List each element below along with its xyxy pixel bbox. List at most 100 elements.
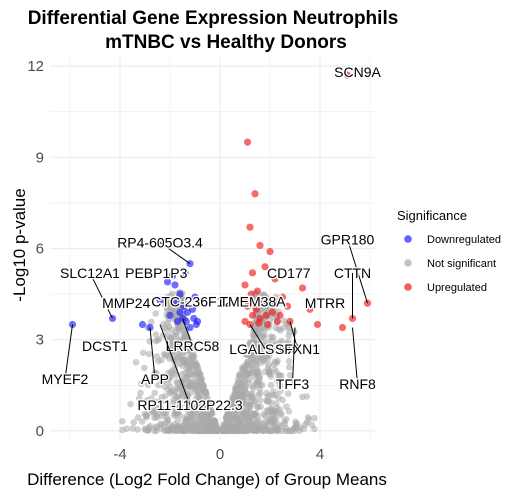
gene-label: DCST1 (82, 338, 128, 354)
data-point-not-significant (299, 393, 306, 401)
data-point-not-significant (256, 389, 264, 397)
data-point-not-significant (245, 351, 253, 359)
legend: Significance Downregulated Not significan… (397, 208, 501, 294)
legend-key (404, 283, 412, 291)
data-point-not-significant (155, 381, 162, 389)
data-point-not-significant (157, 398, 165, 406)
data-point-upregulated (273, 317, 282, 326)
data-point-not-significant (127, 400, 134, 408)
title-text: Differential Gene Expression Neutrophils (28, 8, 399, 29)
data-point-not-significant (155, 404, 163, 411)
data-point-not-significant (270, 344, 278, 352)
data-point-not-significant (250, 357, 257, 365)
data-point-not-significant (167, 369, 175, 377)
data-point-not-significant (305, 416, 312, 423)
gene-label: TMEM38A (219, 294, 286, 310)
annotation-leader-line (64, 324, 73, 380)
data-point-upregulated (283, 302, 292, 310)
gene-label: TFF3 (276, 376, 310, 392)
data-point-not-significant (263, 349, 271, 356)
y-axis-label: -Log10 p-value (10, 188, 29, 301)
annotation-leader-line (159, 324, 191, 406)
data-point-not-significant (167, 388, 175, 396)
data-point-not-significant (239, 417, 246, 425)
gene-label: LGALS3BP (229, 341, 301, 357)
data-point-downregulated (171, 281, 179, 289)
data-point-not-significant (165, 378, 172, 386)
y-tick-label: 3 (36, 332, 44, 349)
data-point-not-significant (164, 332, 172, 339)
x-axis-label: Difference (Log2 Fold Change) of Group M… (27, 470, 387, 489)
data-point-not-significant (196, 427, 204, 435)
data-point-not-significant (152, 331, 160, 338)
gene-label: SCN9A (334, 64, 381, 80)
data-point-upregulated (247, 290, 255, 298)
data-point-upregulated (262, 311, 270, 319)
data-point-not-significant (141, 364, 148, 372)
data-point-not-significant (187, 413, 195, 421)
data-point-not-significant (164, 293, 172, 300)
data-point-not-significant (184, 383, 192, 391)
data-point-downregulated (192, 320, 200, 329)
data-point-not-significant (261, 412, 269, 420)
data-point-not-significant (173, 378, 180, 385)
data-point-upregulated (258, 299, 267, 307)
data-point-not-significant (293, 424, 301, 432)
data-point-not-significant (139, 349, 147, 357)
data-point-upregulated (263, 320, 272, 329)
data-point-not-significant (245, 401, 253, 408)
data-point-not-significant (177, 426, 185, 434)
data-point-upregulated (278, 293, 287, 301)
data-point-not-significant (171, 409, 179, 416)
data-point-not-significant (143, 413, 150, 421)
data-point-not-significant (201, 412, 209, 420)
data-point-not-significant (130, 419, 138, 426)
subtitle-text: mTNBC vs Healthy Donors (105, 32, 347, 53)
data-point-not-significant (170, 399, 177, 407)
data-point-not-significant (269, 391, 277, 399)
data-point-not-significant (311, 414, 318, 422)
data-point-not-significant (251, 410, 258, 418)
data-point-not-significant (135, 395, 143, 402)
data-point-not-significant (276, 387, 284, 395)
data-point-not-significant (278, 337, 285, 345)
data-point-not-significant (280, 317, 288, 325)
data-point-not-significant (155, 357, 162, 365)
annotation-leader-line (347, 239, 368, 304)
data-point-not-significant (145, 350, 153, 358)
chart-title: Differential Gene Expression Neutrophils… (28, 8, 399, 53)
legend-item-label: Upregulated (427, 282, 487, 294)
data-point-upregulated (241, 281, 249, 289)
data-point-not-significant (202, 401, 210, 408)
data-point-not-significant (180, 345, 188, 352)
data-point-not-significant (283, 403, 290, 410)
gene-annotations: SCN9A RP4-605O3.4 GPR180 SLC12A1 PEBP1P3 CD17… (40, 63, 382, 414)
data-point-not-significant (231, 393, 238, 400)
data-point-not-significant (158, 412, 165, 420)
gene-label: SLC12A1 (60, 265, 120, 281)
data-point-not-significant (123, 425, 130, 432)
data-point-downregulated (156, 296, 164, 304)
data-point-not-significant (256, 346, 264, 353)
gene-label: CTC-236F12.4 (151, 294, 244, 310)
data-point-not-significant (137, 389, 144, 397)
data-point-not-significant (276, 382, 284, 389)
data-point-downregulated (168, 272, 177, 280)
data-point-not-significant (254, 378, 261, 385)
data-point-not-significant (138, 418, 146, 425)
data-point-not-significant (253, 416, 261, 424)
data-point-not-significant (285, 324, 293, 332)
data-point-not-significant (285, 364, 293, 371)
data-point-not-significant (241, 374, 249, 381)
data-point-downregulated (172, 299, 180, 307)
data-point-downregulated (163, 278, 172, 286)
data-point-not-significant (264, 364, 272, 372)
data-point-downregulated (180, 302, 188, 310)
data-point-not-significant (185, 408, 192, 416)
data-point-not-significant (176, 412, 184, 419)
data-point-not-significant (196, 395, 203, 402)
data-point-not-significant (264, 407, 272, 414)
gene-label: MYEF2 (42, 371, 89, 387)
data-point-not-significant (254, 403, 262, 411)
